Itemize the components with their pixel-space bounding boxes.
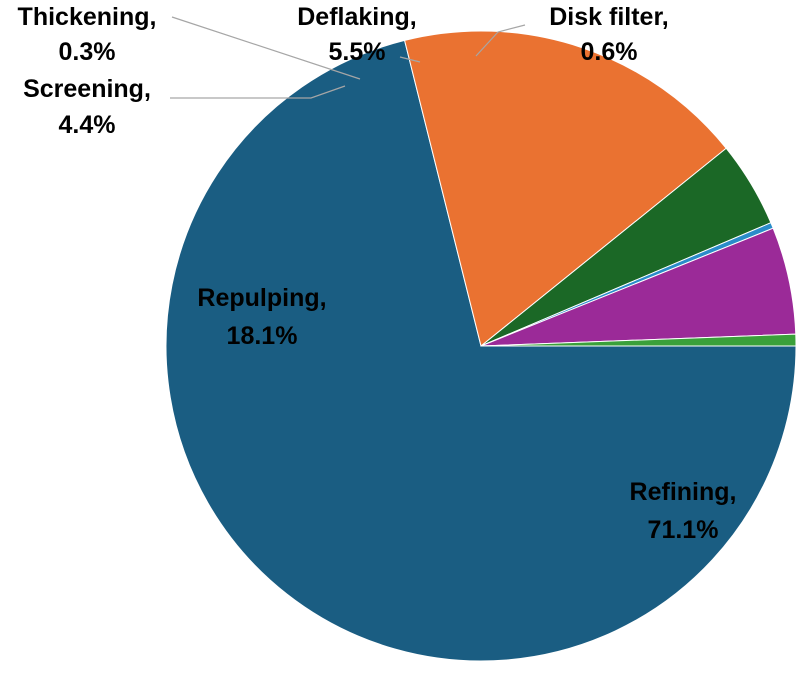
label-repulping-name: Repulping, xyxy=(197,284,326,312)
leader-line-thickening xyxy=(171,16,361,80)
label-screening-name: Screening, xyxy=(23,75,151,103)
label-disk-filter-value: 0.6% xyxy=(581,38,638,66)
label-disk-filter-name: Disk filter, xyxy=(549,3,669,31)
leader-line-deflaking xyxy=(399,56,421,63)
label-repulping-value: 18.1% xyxy=(227,322,298,350)
pie-slice-refining xyxy=(165,39,797,662)
label-refining-value: 71.1% xyxy=(648,516,719,544)
label-deflaking-name: Deflaking, xyxy=(297,3,416,31)
label-refining-name: Refining, xyxy=(630,478,737,506)
leader-lines xyxy=(170,16,526,99)
pie-slice-repulping xyxy=(403,30,727,347)
label-screening-value: 4.4% xyxy=(59,111,116,139)
leader-line-disk-filter xyxy=(475,24,526,57)
label-deflaking-value: 5.5% xyxy=(329,38,386,66)
leader-line-screening xyxy=(170,85,346,99)
pie-slice-disk-filter xyxy=(480,333,797,347)
label-thickening-name: Thickening, xyxy=(18,3,157,31)
pie-slices xyxy=(165,30,797,662)
label-thickening-value: 0.3% xyxy=(59,38,116,66)
data-labels: Refining, 71.1% Repulping, 18.1% Screeni… xyxy=(18,3,737,544)
